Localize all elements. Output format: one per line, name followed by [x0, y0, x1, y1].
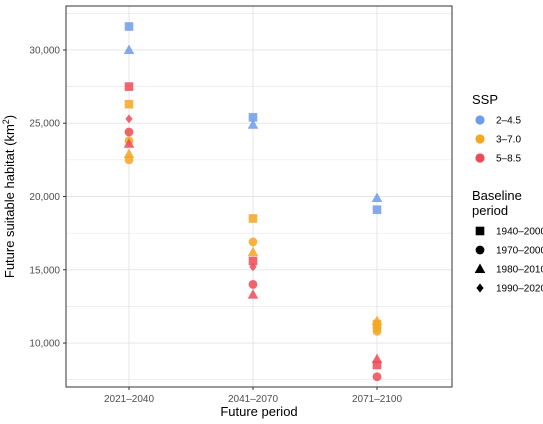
data-point	[123, 148, 135, 159]
legend-ssp-title: SSP	[472, 92, 498, 107]
y-tick-label: 20,000	[29, 192, 60, 203]
x-tick-label: 2041–2070	[228, 394, 278, 405]
data-point	[371, 192, 383, 202]
legend-baseline-label: 1980–2010	[496, 265, 543, 276]
legend-baseline-label: 1990–2020	[496, 284, 543, 295]
data-point	[247, 289, 259, 299]
data-point	[248, 280, 258, 289]
legend-baseline-key	[475, 226, 485, 236]
x-axis: 2021–2040 2041–2070 2071–2100	[104, 387, 402, 405]
x-axis-title: Future period	[220, 404, 297, 419]
legend-baseline-key	[476, 283, 484, 293]
data-point	[248, 256, 258, 266]
data-point	[123, 138, 135, 148]
data-point	[249, 262, 257, 272]
legend-baseline-entries: 1940–2000 1970–2000 1980–2010 1990–2020	[474, 226, 543, 295]
data-point	[124, 99, 134, 109]
data-points	[123, 22, 383, 382]
x-tick-label: 2021–2040	[104, 394, 154, 405]
data-point	[248, 237, 258, 247]
y-tick-label: 30,000	[29, 45, 60, 56]
y-tick-label: 10,000	[29, 339, 60, 350]
legend: SSP 2–4.5 3–7.0 5–8.5 Baseline period 1940…	[472, 92, 543, 295]
x-tick-label: 2071–2100	[352, 394, 402, 405]
data-point	[123, 44, 135, 54]
legend-ssp-key	[475, 115, 485, 125]
data-point	[124, 127, 134, 137]
data-point	[125, 114, 133, 124]
legend-baseline-title-line2: period	[472, 203, 508, 218]
data-point	[372, 372, 382, 382]
data-point	[247, 119, 259, 129]
legend-ssp-label: 2–4.5	[496, 116, 521, 127]
legend-ssp-label: 3–7.0	[496, 135, 521, 146]
legend-baseline-label: 1970–2000	[496, 246, 543, 257]
data-point	[247, 246, 259, 257]
legend-baseline-key	[474, 263, 486, 273]
data-point	[372, 360, 382, 370]
data-point	[372, 326, 382, 336]
data-point	[124, 155, 134, 165]
y-tick-label: 15,000	[29, 265, 60, 276]
data-point	[124, 82, 134, 91]
data-point	[372, 205, 382, 214]
y-axis-title: Future suitable habitat (km2)	[1, 115, 17, 278]
legend-baseline-key	[475, 245, 485, 255]
data-point	[248, 214, 258, 223]
legend-ssp-key	[475, 153, 485, 163]
y-axis: 10,000 15,000 20,000 25,000 30,000	[29, 45, 66, 350]
y-tick-label: 25,000	[29, 119, 60, 130]
legend-ssp-key	[475, 134, 485, 144]
data-point	[248, 113, 258, 122]
data-point	[124, 22, 134, 31]
legend-ssp-label: 5–8.5	[496, 154, 521, 165]
legend-ssp-entries: 2–4.5 3–7.0 5–8.5	[475, 115, 521, 165]
legend-baseline-label: 1940–2000	[496, 227, 543, 238]
legend-baseline-title-line1: Baseline	[472, 188, 522, 203]
